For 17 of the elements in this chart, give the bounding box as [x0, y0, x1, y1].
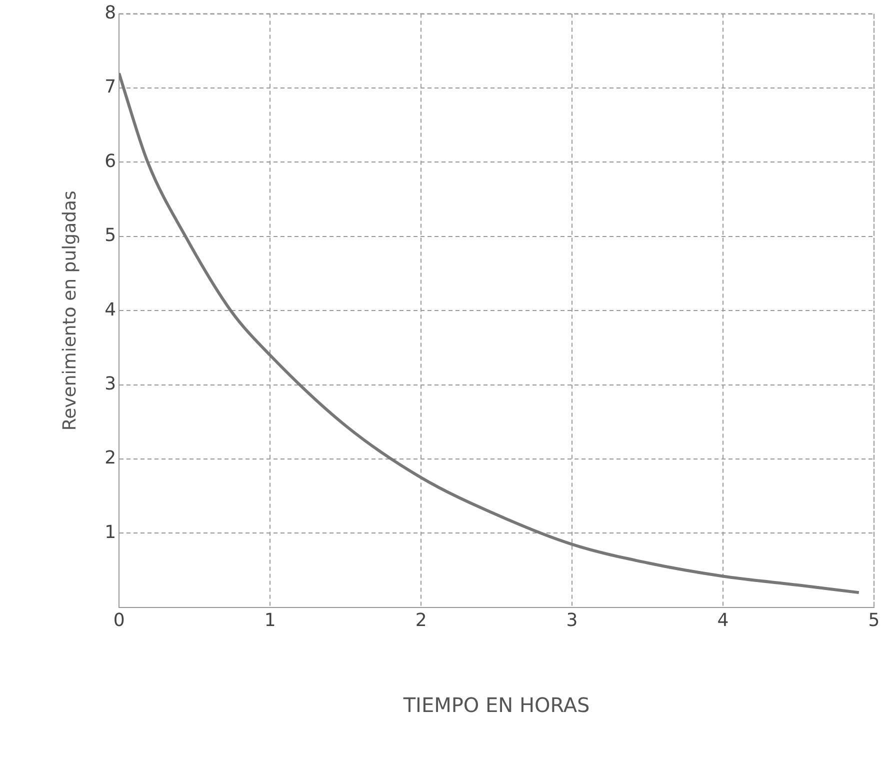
y-tick-label: 6 — [104, 150, 116, 172]
y-tick-label: 5 — [104, 225, 116, 246]
y-tick-label: 4 — [104, 299, 116, 320]
x-axis-title: TIEMPO EN HORAS — [402, 693, 590, 718]
y-tick-label: 3 — [104, 373, 116, 394]
y-tick-label: 8 — [104, 2, 116, 24]
x-tick-label: 4 — [717, 610, 729, 631]
line-series — [119, 72, 860, 594]
x-tick-label: 1 — [264, 610, 276, 631]
y-tick-label: 7 — [104, 76, 116, 98]
x-tick-label: 2 — [415, 610, 427, 631]
y-tick-label: 2 — [104, 448, 116, 469]
x-tick-label: 3 — [566, 610, 578, 631]
x-tick-label: 0 — [113, 610, 125, 631]
y-tick-label: 1 — [104, 522, 116, 543]
y-axis-title: Revenimiento en pulgadas — [59, 190, 80, 431]
x-tick-label: 5 — [868, 610, 880, 631]
